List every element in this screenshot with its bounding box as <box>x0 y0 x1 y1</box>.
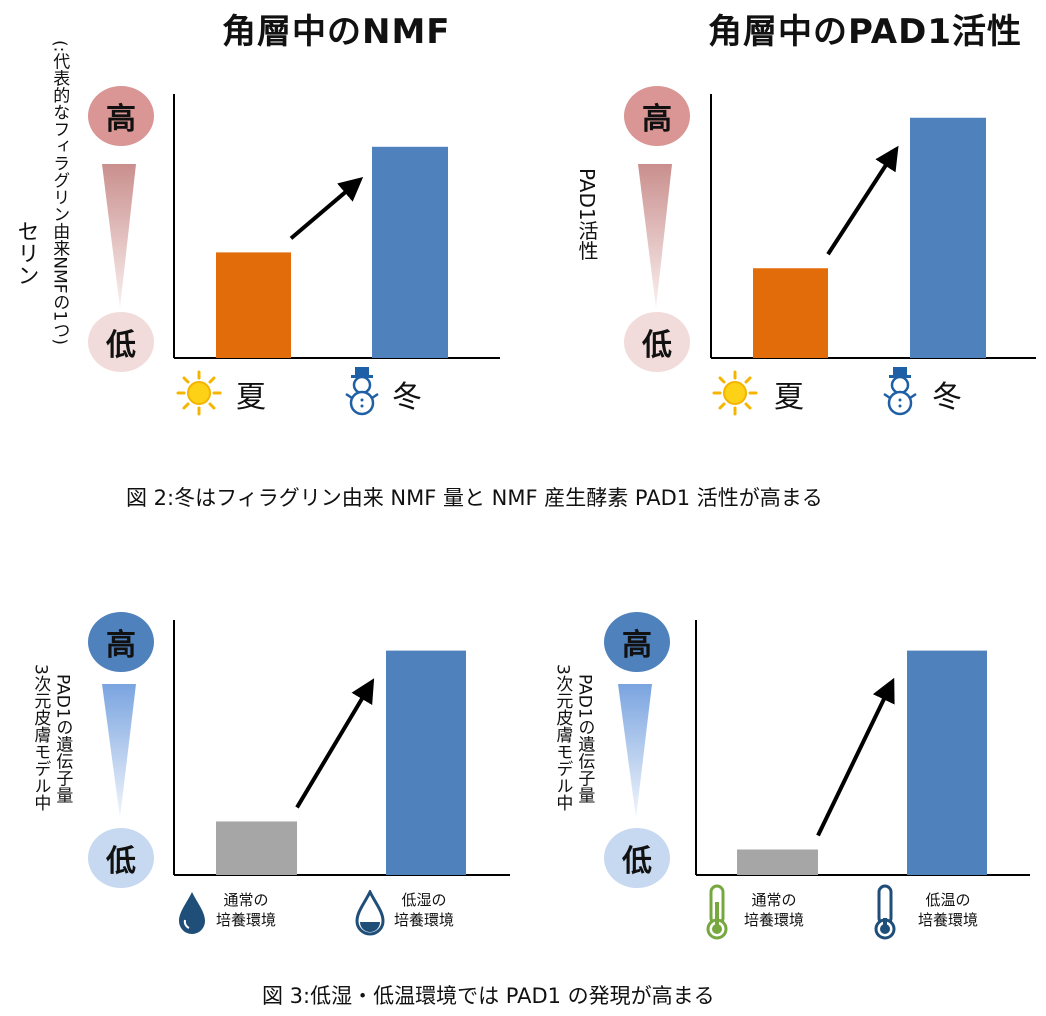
chart2-trend-arrow <box>826 145 899 256</box>
chart2-scale-high: 高 <box>624 86 690 146</box>
thermometer-normal-icon <box>706 884 728 940</box>
chart3-cat-normal: 通常の 培養環境 <box>216 890 276 931</box>
chart1-title: 角層中のNMF <box>222 12 451 52</box>
chart4-cat-lowtemp-line1: 低温の <box>925 891 971 909</box>
chart3-cat-lowhumidity-line1: 低湿の <box>401 891 447 909</box>
snowman-icon <box>345 367 379 416</box>
chart3-ylabel-line1: 3次元皮膚モデル中 <box>30 664 51 811</box>
thermometer-low-icon <box>874 884 896 940</box>
water-drop-full-icon <box>179 892 205 934</box>
chart1-cat-winter: 冬 <box>392 380 422 415</box>
chart4-cat-normal-line2: 培養環境 <box>744 911 805 930</box>
water-drop-low-icon <box>355 890 385 936</box>
chart4-cat-lowtemp-line2: 培養環境 <box>918 911 979 930</box>
chart4-scale-wedge <box>618 684 652 818</box>
chart1-trend-arrow <box>289 177 364 240</box>
chart4-scale-high: 高 <box>604 612 670 672</box>
chart3-cat-normal-line1: 通常の <box>223 891 269 909</box>
chart1-scale-high: 高 <box>88 86 154 146</box>
chart4-cat-normal-line1: 通常の <box>751 891 797 909</box>
chart3-bar-1 <box>216 821 297 875</box>
chart1-scale-wedge <box>102 164 136 308</box>
chart4-scale-low: 低 <box>604 828 670 888</box>
chart2-scale-wedge <box>638 164 672 308</box>
sun-icon <box>176 370 222 416</box>
chart2-cat-winter: 冬 <box>932 380 962 415</box>
chart3-cat-lowhumidity-line2: 培養環境 <box>394 911 455 930</box>
chart2-title: 角層中のPAD1活性 <box>708 12 1022 52</box>
chart3-cat-lowhumidity: 低湿の 培養環境 <box>394 890 454 931</box>
chart4-bar-1 <box>737 849 818 875</box>
figure2-caption: 図 2:冬はフィラグリン由来 NMF 量と NMF 産生酵素 PAD1 活性が高… <box>126 486 823 510</box>
chart1-bar-2 <box>372 146 448 358</box>
chart2-bar-2 <box>910 117 986 358</box>
chart1-cat-summer: 夏 <box>236 380 266 415</box>
chart3-cat-normal-line2: 培養環境 <box>216 911 277 930</box>
chart3-ylabel-line2: PAD1の遺伝子量 <box>52 674 73 804</box>
chart1-ylabel-sub: (:代表的なフィラグリン由来NMFの1つ) <box>49 40 70 345</box>
chart3-scale-high: 高 <box>88 612 154 672</box>
chart4-trend-arrow <box>816 677 895 837</box>
snowman-icon <box>883 367 917 416</box>
chart3-trend-arrow <box>295 678 375 809</box>
chart1-ylabel: セリン <box>13 220 39 286</box>
figure3-caption: 図 3:低湿・低温環境では PAD1 の発現が高まる <box>262 984 715 1008</box>
chart1-scale-low: 低 <box>88 312 154 372</box>
chart2-cat-summer: 夏 <box>774 380 804 415</box>
chart4-ylabel-line2: PAD1の遺伝子量 <box>574 674 595 804</box>
chart4-bar-2 <box>907 650 987 875</box>
chart1-bar-1 <box>216 252 291 358</box>
chart2-ylabel: PAD1活性 <box>575 168 599 261</box>
chart4-cat-normal: 通常の 培養環境 <box>744 890 804 931</box>
sun-icon <box>712 370 758 416</box>
chart4-cat-lowtemp: 低温の 培養環境 <box>918 890 978 931</box>
chart2-bar-1 <box>753 268 828 358</box>
chart4-ylabel-line1: 3次元皮膚モデル中 <box>552 664 573 811</box>
chart3-scale-low: 低 <box>88 828 154 888</box>
chart3-scale-wedge <box>102 684 136 818</box>
chart3-bar-2 <box>386 650 466 875</box>
chart2-scale-low: 低 <box>624 312 690 372</box>
